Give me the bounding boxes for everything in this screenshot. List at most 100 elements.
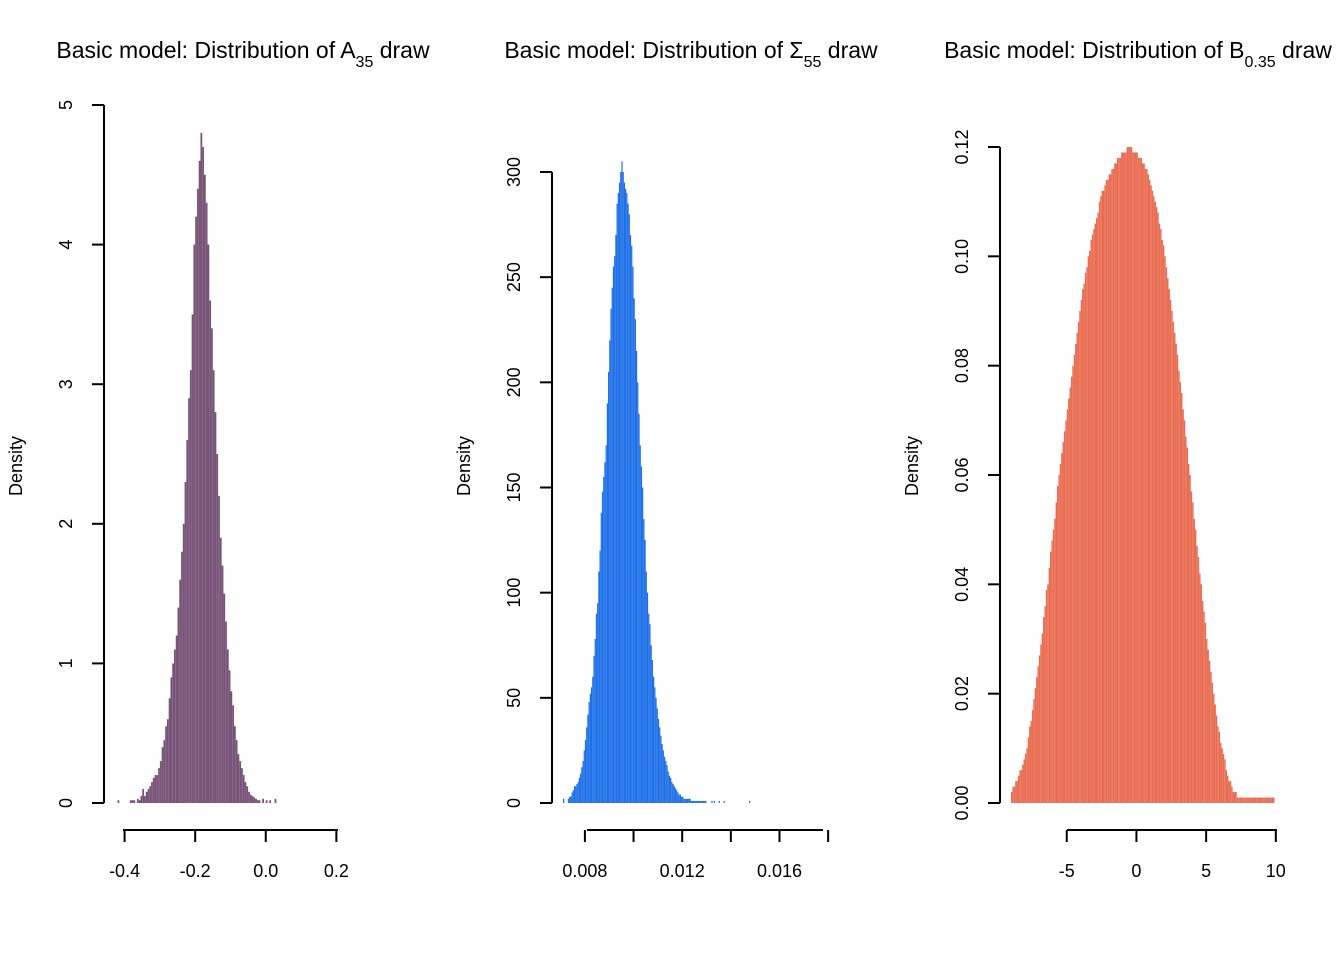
- histogram-bar: [1268, 797, 1271, 803]
- histogram-bar: [1112, 168, 1115, 803]
- histogram-bar: [604, 462, 606, 803]
- histogram-bar: [1197, 557, 1200, 803]
- histogram-bar: [1077, 321, 1080, 803]
- histogram-bar: [1192, 502, 1194, 803]
- histogram-bar: [205, 202, 208, 804]
- y-tick-label: 4: [56, 240, 76, 250]
- histogram-bar: [1041, 633, 1044, 803]
- histogram-bar: [623, 182, 626, 803]
- histogram-bar: [572, 790, 574, 803]
- histogram-bar: [179, 579, 182, 803]
- histogram-bar: [1097, 212, 1099, 804]
- histogram-bar: [1228, 781, 1230, 803]
- histogram-bar: [255, 798, 257, 803]
- histogram-bar: [1126, 147, 1129, 803]
- y-axis-label: Density: [6, 436, 26, 496]
- histogram-bar: [221, 565, 224, 803]
- histogram-bar: [704, 800, 706, 803]
- histogram-bar: [1193, 518, 1195, 803]
- histogram-bar: [711, 800, 713, 803]
- y-tick-label: 0.12: [952, 129, 972, 164]
- histogram-bar: [1055, 502, 1057, 803]
- histogram-bar: [1051, 540, 1053, 803]
- histogram-bar: [1232, 792, 1234, 803]
- histogram-bar: [1038, 655, 1041, 803]
- histogram-bar: [643, 519, 645, 803]
- histogram-bar: [1066, 409, 1069, 803]
- histogram-bar: [677, 792, 679, 803]
- histogram-bar: [1073, 354, 1076, 803]
- histogram-bar: [662, 750, 664, 803]
- histogram-bar: [1043, 617, 1045, 803]
- histogram-bar: [1243, 797, 1246, 803]
- histogram-bar: [656, 708, 658, 803]
- histogram-bar: [136, 798, 139, 803]
- histogram-bar: [1246, 797, 1248, 803]
- histogram-bar: [145, 791, 148, 803]
- histogram-bar: [620, 172, 622, 803]
- y-tick-label: 0.10: [952, 239, 972, 274]
- histogram-bar: [1196, 546, 1198, 803]
- histogram-bar: [699, 800, 701, 803]
- histogram-bar: [1137, 157, 1140, 803]
- histogram-bar: [1250, 797, 1253, 803]
- histogram-bar: [586, 727, 588, 803]
- histogram-bar: [1143, 163, 1145, 803]
- histogram-bar: [1070, 376, 1073, 803]
- histogram-bar: [1105, 179, 1108, 804]
- histogram-bar: [1217, 726, 1219, 803]
- histogram-bar: [570, 796, 572, 803]
- histogram-bar: [1167, 278, 1169, 803]
- histogram-bar: [1059, 464, 1062, 803]
- histogram-bar: [165, 726, 167, 803]
- histogram-bar: [223, 593, 226, 803]
- histogram-bar: [645, 571, 647, 803]
- histogram-bar: [147, 789, 150, 803]
- y-tick-label: 100: [504, 578, 524, 608]
- histogram-bar: [1087, 256, 1090, 804]
- histogram-bar: [1128, 147, 1130, 803]
- histogram-bar: [612, 266, 615, 803]
- histogram-bar: [651, 659, 653, 803]
- histogram-bar: [234, 726, 236, 803]
- histogram-bar: [188, 398, 190, 803]
- y-axis: 0 50 100 150 200 250 300: [504, 157, 553, 808]
- histogram-bar: [218, 495, 220, 803]
- histogram-bar: [695, 800, 697, 803]
- histogram-bar: [1270, 797, 1272, 803]
- histogram-bar: [694, 800, 696, 803]
- histogram-bar: [642, 487, 644, 803]
- histogram-bar: [611, 287, 613, 803]
- histogram-bar: [1158, 223, 1161, 803]
- histogram-bar: [668, 775, 671, 803]
- histogram-bar: [1083, 283, 1085, 803]
- histogram-bar: [1203, 611, 1205, 803]
- histogram-bar: [161, 747, 164, 803]
- histogram-bar: [1160, 229, 1162, 803]
- x-tick-label: -5: [1059, 861, 1075, 881]
- histogram-bar: [631, 245, 633, 803]
- histogram-bar: [723, 800, 725, 803]
- histogram-bar: [149, 786, 152, 803]
- histogram-bar: [713, 800, 716, 803]
- y-tick-label: 2: [56, 519, 76, 529]
- histogram-bar: [237, 754, 240, 803]
- histogram-bar: [1175, 343, 1177, 803]
- histogram-bar: [1129, 147, 1131, 803]
- histogram-bar: [1091, 234, 1094, 804]
- histogram-bar: [614, 256, 616, 803]
- x-tick-label: 0.008: [562, 861, 607, 881]
- histogram-bar: [1174, 332, 1176, 803]
- histogram-bar: [1264, 797, 1267, 803]
- histogram-bar: [587, 714, 589, 803]
- histogram-bar: [1015, 781, 1017, 803]
- histogram-bar: [688, 798, 690, 803]
- y-tick-label: 0.02: [952, 676, 972, 711]
- histogram-bar: [1188, 464, 1190, 803]
- y-tick-label: 0.00: [952, 785, 972, 820]
- histogram-bar: [211, 328, 213, 803]
- histogram-bar: [690, 800, 692, 803]
- histogram-bar: [1084, 272, 1087, 804]
- histogram-bar: [129, 800, 132, 803]
- histogram-bar: [1125, 152, 1127, 804]
